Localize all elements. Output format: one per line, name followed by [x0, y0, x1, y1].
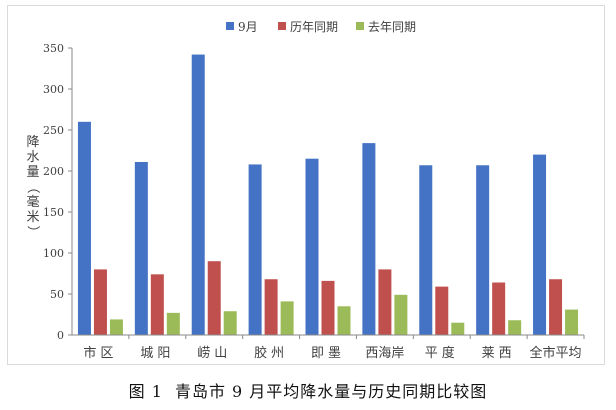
bar — [476, 165, 490, 335]
bar — [565, 309, 579, 335]
y-tick-label: 50 — [50, 288, 64, 301]
y-tick-label: 0 — [57, 329, 64, 342]
y-tick-label: 250 — [43, 124, 64, 137]
bar — [166, 312, 180, 335]
bar — [394, 294, 408, 335]
bar — [549, 279, 563, 335]
figure-caption: 图 1 青岛市 9 月平均降水量与历史同期比较图 — [0, 378, 616, 402]
bar — [419, 165, 433, 335]
bar — [77, 121, 91, 335]
chart-legend: 9月 历年同期 去年同期 — [226, 20, 416, 34]
x-tick-label: 西海岸 — [365, 346, 404, 361]
legend-swatch — [226, 22, 234, 30]
bar — [533, 154, 547, 335]
bar — [134, 161, 148, 335]
x-tick-label: 崂山 — [197, 346, 231, 361]
y-axis-label-char: 量 — [26, 165, 39, 180]
bar — [435, 286, 449, 335]
bar — [150, 274, 164, 335]
bars-group — [77, 54, 579, 336]
y-tick-label: 150 — [43, 206, 64, 219]
y-axis-label-char: 米 — [26, 210, 39, 225]
bar — [321, 280, 335, 335]
x-tick-label: 城阳 — [140, 346, 174, 361]
bar — [93, 269, 107, 335]
bar — [492, 282, 506, 335]
y-tick-label: 300 — [43, 83, 64, 96]
bar — [109, 319, 123, 335]
figure-title: 青岛市 9 月平均降水量与历史同期比较图 — [174, 382, 488, 401]
legend-label: 9月 — [238, 20, 258, 34]
x-tick-label: 即墨 — [311, 346, 345, 361]
bar — [264, 279, 278, 335]
legend-label: 历年同期 — [290, 20, 338, 34]
bar — [207, 261, 221, 335]
x-axis: 市区 城阳 崂山 胶州 即墨 西海岸 平度 莱西 全市平均 — [72, 334, 585, 361]
figure-label: 图 1 — [128, 382, 163, 401]
bar — [191, 54, 205, 336]
x-tick-label: 全市平均 — [530, 345, 582, 361]
bar — [248, 164, 262, 335]
bar — [378, 269, 392, 335]
bar — [280, 301, 294, 335]
legend-swatch — [278, 22, 286, 30]
y-axis-label-char: 毫 — [26, 194, 39, 210]
precipitation-bar-chart: 9月 历年同期 去年同期 降水量（毫米） 0 50 100 150 200 250 300 350… — [25, 20, 585, 361]
x-tick-label: 市区 — [83, 345, 117, 361]
y-axis-label-char: 降 — [26, 135, 39, 150]
legend-swatch — [356, 22, 364, 30]
y-tick-label: 100 — [43, 247, 64, 260]
y-tick-label: 200 — [43, 165, 64, 178]
legend-label: 去年同期 — [368, 20, 416, 34]
y-axis: 0 50 100 150 200 250 300 350 — [43, 42, 73, 342]
bar — [508, 320, 522, 335]
bar — [305, 158, 319, 335]
bar — [362, 143, 376, 335]
x-tick-label: 莱西 — [482, 346, 516, 361]
y-axis-label-char: ） — [25, 225, 40, 238]
y-axis-label-char: （ — [25, 180, 40, 193]
bar — [451, 322, 465, 335]
y-tick-label: 350 — [43, 42, 64, 55]
x-tick-label: 平度 — [425, 345, 459, 361]
y-axis-label-char: 水 — [26, 150, 39, 165]
x-tick-label: 胶州 — [254, 345, 288, 361]
y-axis-label: 降水量（毫米） — [25, 135, 40, 239]
bar — [223, 311, 237, 335]
bar — [337, 306, 351, 335]
